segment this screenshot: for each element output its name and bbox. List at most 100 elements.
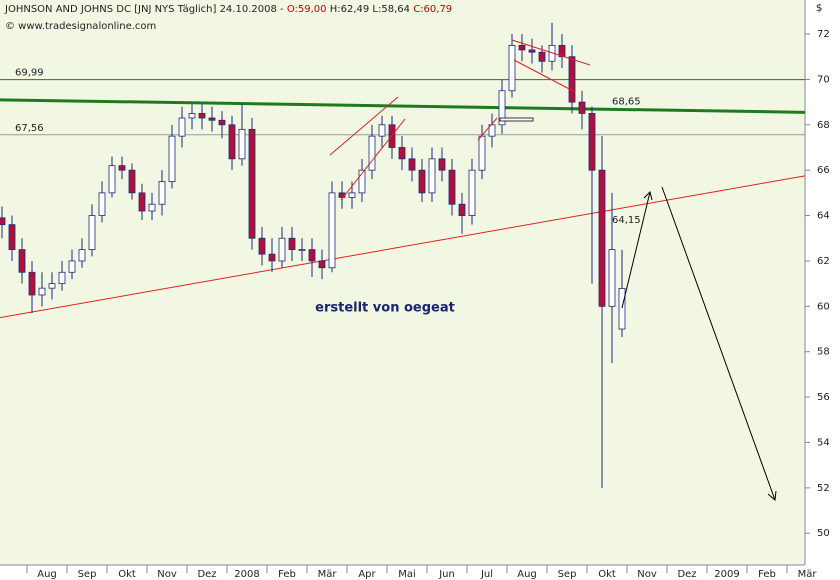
candle-body (68, 260, 76, 273)
candle-body (168, 135, 176, 182)
trendline (0, 175, 806, 319)
y-tick-label: 64 (817, 211, 830, 222)
candle-body (368, 135, 376, 171)
x-tick-label: Okt (598, 569, 616, 580)
x-tick-label: Aug (517, 569, 537, 580)
x-tick-label: Dez (677, 569, 696, 580)
candle-body (608, 249, 616, 307)
x-tick-label: Apr (358, 569, 376, 580)
y-unit: $ (816, 3, 822, 14)
candle-body (598, 169, 606, 307)
arrow-head (767, 490, 777, 501)
ohlc-label: C:60,79 (413, 4, 452, 15)
candle-body (328, 192, 336, 269)
x-tick-label: Dez (197, 569, 216, 580)
candle-body (218, 119, 226, 126)
ohlc-label: L:58,64 (372, 4, 410, 15)
candle-body (138, 192, 146, 212)
y-tick-label: 52 (817, 483, 830, 494)
candle-body (458, 203, 466, 216)
y-tick-label: 68 (817, 120, 830, 131)
drawings (329, 39, 777, 501)
y-tick-label: 58 (817, 347, 830, 358)
arrow-head (643, 191, 653, 201)
candle-body (268, 253, 276, 262)
arrow (621, 191, 651, 309)
x-tick-label: Feb (278, 569, 296, 580)
candle-body (98, 192, 106, 216)
ma-label: 68,65 (612, 96, 641, 107)
chart-title: JOHNSON AND JOHNS DC [JNJ NYS Täglich] 2… (4, 4, 452, 15)
source: © www.tradesignalonline.com (5, 21, 156, 32)
candle-body (178, 117, 186, 137)
candle-body (428, 158, 436, 194)
candle-body (378, 124, 386, 137)
candle-body (528, 49, 536, 53)
x-tick-label: 2008 (234, 569, 259, 580)
candle-body (158, 181, 166, 205)
line-label: 67,56 (15, 123, 44, 134)
y-tick-label: 50 (817, 528, 830, 539)
candle-body (408, 158, 416, 171)
candle-body (478, 135, 486, 171)
x-tick-label: Jul (480, 569, 493, 580)
candle-body (18, 249, 26, 273)
x-tick-label: Sep (78, 569, 97, 580)
candle-body (288, 237, 296, 250)
candle-body (78, 249, 86, 262)
channel-line (329, 96, 399, 156)
candle-body (468, 169, 476, 216)
candle-body (208, 117, 216, 121)
candle-body (618, 287, 626, 330)
y-tick-label: 70 (817, 74, 830, 85)
candle-body (258, 237, 266, 255)
x-tick-label: 2009 (714, 569, 739, 580)
channel-line (340, 118, 406, 201)
candle-body (588, 113, 596, 171)
title-text: JOHNSON AND JOHNS DC [JNJ NYS Täglich] 2… (4, 4, 284, 15)
channel-line (477, 117, 498, 141)
candle-body (518, 44, 526, 51)
candle-body (568, 56, 576, 103)
candle-body (8, 224, 16, 250)
candle-body (358, 169, 366, 194)
candle-body (298, 249, 306, 251)
candle-body (398, 147, 406, 160)
candle-body (578, 101, 586, 114)
candle-body (128, 169, 136, 194)
candle-body (0, 217, 6, 226)
candle-body (438, 158, 446, 171)
y-tick-label: 60 (817, 301, 830, 312)
marker-box (499, 117, 534, 122)
candle-body (318, 260, 326, 269)
plot-background (0, 0, 805, 565)
ohlc-label: O:59,00 (287, 4, 327, 15)
x-tick-label: Nov (637, 569, 657, 580)
candle-body (558, 44, 566, 58)
x-tick-label: Mai (398, 569, 416, 580)
candle-body (148, 203, 156, 212)
candle-body (228, 124, 236, 160)
candle-body (88, 215, 96, 250)
candle-body (498, 90, 506, 126)
candle-body (248, 128, 256, 239)
x-tick-label: Nov (157, 569, 177, 580)
candle-body (118, 165, 126, 171)
arrow (661, 186, 776, 501)
candle-body (198, 113, 206, 119)
x-tick-label: Feb (758, 569, 776, 580)
candle-body (348, 192, 356, 198)
candle-body (418, 169, 426, 194)
y-tick-label: 72 (817, 29, 830, 40)
x-tick-label: Mär (798, 569, 818, 580)
annotation: erstellt von oegeat (315, 301, 455, 316)
candle-body (488, 124, 496, 137)
candle-body (28, 271, 36, 296)
y-tick-label: 66 (817, 165, 830, 176)
candle-body (538, 51, 546, 62)
y-tick-label: 62 (817, 256, 830, 267)
x-tick-label: Aug (37, 569, 57, 580)
x-tick-label: Okt (118, 569, 136, 580)
candle-body (308, 249, 316, 262)
